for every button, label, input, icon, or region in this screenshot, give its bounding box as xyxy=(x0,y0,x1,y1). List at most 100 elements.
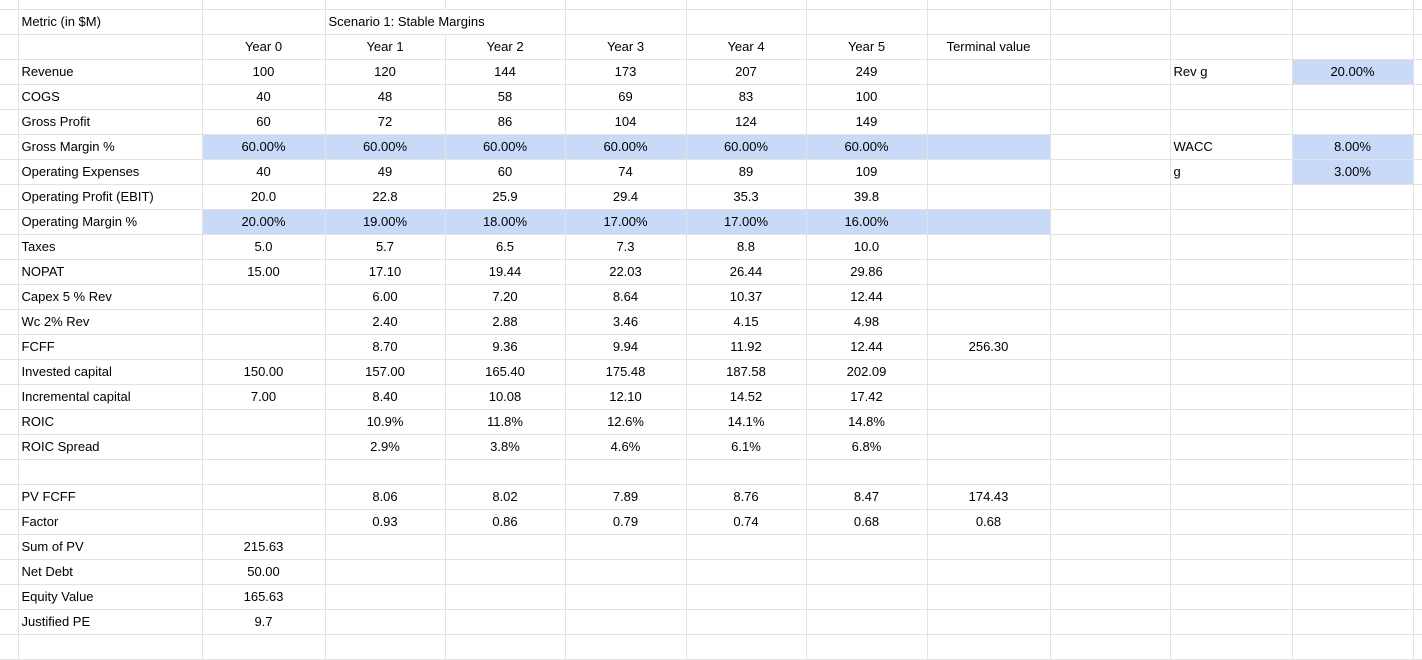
cell-justified-pe-year2[interactable] xyxy=(445,609,566,635)
side-value-g[interactable]: 3.00% xyxy=(1292,159,1414,185)
cell-equity-value-year5[interactable] xyxy=(806,584,928,610)
cell-cogs-year5[interactable]: 100 xyxy=(806,84,928,110)
cell-factor-year1[interactable]: 0.93 xyxy=(325,509,446,535)
cell-wc-2-rev-year1[interactable]: 2.40 xyxy=(325,309,446,335)
cell-equity-value-year1[interactable] xyxy=(325,584,446,610)
side-label-wacc[interactable]: WACC xyxy=(1170,134,1293,160)
row-label-wc-2-rev[interactable]: Wc 2% Rev xyxy=(18,309,203,335)
sheet-cell[interactable] xyxy=(445,0,566,10)
cell-equity-value-year4[interactable] xyxy=(686,584,807,610)
cell-nopat-year3[interactable]: 22.03 xyxy=(565,259,687,285)
cell-wc-2-rev-year3[interactable]: 3.46 xyxy=(565,309,687,335)
cell-taxes-year0[interactable]: 5.0 xyxy=(202,234,326,260)
sheet-cell[interactable] xyxy=(1413,109,1422,135)
sheet-cell[interactable] xyxy=(806,0,928,10)
sheet-cell[interactable] xyxy=(1413,484,1422,510)
sheet-cell[interactable] xyxy=(565,9,687,35)
row-label-revenue[interactable]: Revenue xyxy=(18,59,203,85)
sheet-cell[interactable] xyxy=(1292,359,1414,385)
cell-invested-capital-year5[interactable]: 202.09 xyxy=(806,359,928,385)
cell-incremental-capital-terminal[interactable] xyxy=(927,384,1051,410)
sheet-cell[interactable] xyxy=(1292,609,1414,635)
cell-operating-expenses-year2[interactable]: 60 xyxy=(445,159,566,185)
cell-incremental-capital-year2[interactable]: 10.08 xyxy=(445,384,566,410)
sheet-cell[interactable] xyxy=(1170,0,1293,10)
cell-cogs-year1[interactable]: 48 xyxy=(325,84,446,110)
sheet-cell[interactable] xyxy=(1292,234,1414,260)
sheet-cell[interactable] xyxy=(1170,259,1293,285)
sheet-cell[interactable] xyxy=(1413,359,1422,385)
cell-operating-margin-year0[interactable]: 20.00% xyxy=(202,209,326,235)
sheet-cell[interactable] xyxy=(1292,584,1414,610)
cell-capex-5-rev-year4[interactable]: 10.37 xyxy=(686,284,807,310)
sheet-cell[interactable] xyxy=(0,509,19,535)
sheet-cell[interactable] xyxy=(806,459,928,485)
cell-incremental-capital-year3[interactable]: 12.10 xyxy=(565,384,687,410)
col-header-year-4[interactable]: Year 4 xyxy=(686,34,807,60)
cell-operating-profit-ebit-year0[interactable]: 20.0 xyxy=(202,184,326,210)
sheet-cell[interactable] xyxy=(1413,384,1422,410)
sheet-cell[interactable] xyxy=(1170,9,1293,35)
cell-justified-pe-year4[interactable] xyxy=(686,609,807,635)
cell-justified-pe-year0[interactable]: 9.7 xyxy=(202,609,326,635)
sheet-cell[interactable] xyxy=(1170,234,1293,260)
sheet-cell[interactable] xyxy=(0,534,19,560)
sheet-cell[interactable] xyxy=(1292,459,1414,485)
row-label-incremental-capital[interactable]: Incremental capital xyxy=(18,384,203,410)
sheet-cell[interactable] xyxy=(1413,559,1422,585)
sheet-cell[interactable] xyxy=(1413,409,1422,435)
cell-fcff-year2[interactable]: 9.36 xyxy=(445,334,566,360)
sheet-cell[interactable] xyxy=(686,0,807,10)
cell-revenue-year3[interactable]: 173 xyxy=(565,59,687,85)
sheet-cell[interactable] xyxy=(1050,259,1171,285)
sheet-cell[interactable] xyxy=(445,459,566,485)
sheet-cell[interactable] xyxy=(1170,334,1293,360)
sheet-cell[interactable] xyxy=(686,634,807,660)
cell-sum-of-pv-year2[interactable] xyxy=(445,534,566,560)
sheet-cell[interactable] xyxy=(0,459,19,485)
cell-cogs-year4[interactable]: 83 xyxy=(686,84,807,110)
cell-roic-spread-year4[interactable]: 6.1% xyxy=(686,434,807,460)
sheet-cell[interactable] xyxy=(325,634,446,660)
sheet-cell[interactable] xyxy=(1050,234,1171,260)
cell-gross-profit-year3[interactable]: 104 xyxy=(565,109,687,135)
cell-invested-capital-year0[interactable]: 150.00 xyxy=(202,359,326,385)
cell-operating-profit-ebit-year3[interactable]: 29.4 xyxy=(565,184,687,210)
sheet-cell[interactable] xyxy=(0,484,19,510)
cell-net-debt-year0[interactable]: 50.00 xyxy=(202,559,326,585)
cell-gross-margin-year2[interactable]: 60.00% xyxy=(445,134,566,160)
sheet-cell[interactable] xyxy=(1050,434,1171,460)
sheet-cell[interactable] xyxy=(1292,109,1414,135)
side-label-rev-g[interactable]: Rev g xyxy=(1170,59,1293,85)
cell-factor-year2[interactable]: 0.86 xyxy=(445,509,566,535)
cell-operating-margin-year5[interactable]: 16.00% xyxy=(806,209,928,235)
cell-gross-margin-year0[interactable]: 60.00% xyxy=(202,134,326,160)
sheet-cell[interactable] xyxy=(1170,534,1293,560)
cell-operating-profit-ebit-terminal[interactable] xyxy=(927,184,1051,210)
cell-fcff-year0[interactable] xyxy=(202,334,326,360)
cell-net-debt-year2[interactable] xyxy=(445,559,566,585)
cell-revenue-terminal[interactable] xyxy=(927,59,1051,85)
cell-justified-pe-year5[interactable] xyxy=(806,609,928,635)
sheet-cell[interactable] xyxy=(202,9,326,35)
cell-roic-year0[interactable] xyxy=(202,409,326,435)
cell-gross-margin-year5[interactable]: 60.00% xyxy=(806,134,928,160)
sheet-cell[interactable] xyxy=(1170,209,1293,235)
cell-operating-margin-year2[interactable]: 18.00% xyxy=(445,209,566,235)
sheet-cell[interactable] xyxy=(1170,434,1293,460)
sheet-cell[interactable] xyxy=(1413,284,1422,310)
sheet-cell[interactable] xyxy=(927,459,1051,485)
sheet-cell[interactable] xyxy=(1292,559,1414,585)
sheet-cell[interactable] xyxy=(1413,309,1422,335)
cell-pv-fcff-year3[interactable]: 7.89 xyxy=(565,484,687,510)
side-value-rev-g[interactable]: 20.00% xyxy=(1292,59,1414,85)
sheet-cell[interactable] xyxy=(0,609,19,635)
sheet-cell[interactable] xyxy=(1292,384,1414,410)
sheet-cell[interactable] xyxy=(1170,359,1293,385)
sheet-cell[interactable] xyxy=(1050,159,1171,185)
cell-net-debt-year4[interactable] xyxy=(686,559,807,585)
row-label-pv-fcff[interactable]: PV FCFF xyxy=(18,484,203,510)
metric-header-cell[interactable]: Metric (in $M) xyxy=(18,9,203,35)
sheet-cell[interactable] xyxy=(1292,184,1414,210)
sheet-cell[interactable] xyxy=(1413,9,1422,35)
